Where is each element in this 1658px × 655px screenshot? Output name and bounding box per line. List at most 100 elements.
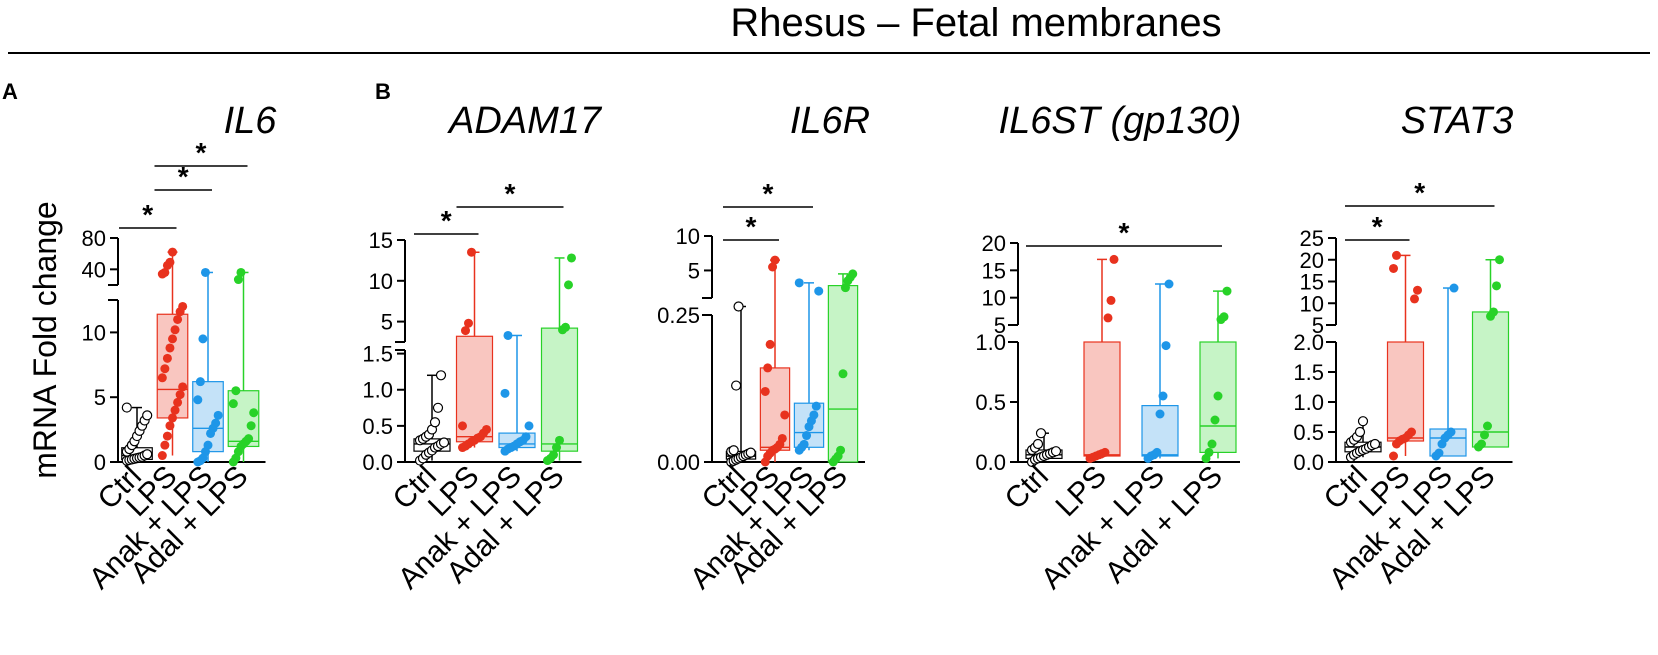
data-point — [1492, 281, 1501, 291]
data-point — [233, 275, 243, 285]
significance-star: * — [1372, 211, 1383, 242]
data-point — [840, 283, 850, 293]
data-point — [458, 421, 467, 431]
significance-star: * — [1414, 177, 1425, 208]
y-tick-label: 0.5 — [1293, 420, 1324, 445]
panel-title: ADAM17 — [447, 100, 603, 142]
data-point — [1103, 313, 1113, 323]
data-point — [765, 339, 775, 349]
y-tick-label: 10 — [982, 286, 1006, 311]
data-point — [1050, 446, 1062, 457]
data-point — [198, 334, 208, 344]
y-tick-label: 0.5 — [975, 390, 1006, 415]
panel-title: IL6 — [224, 100, 278, 142]
data-point — [731, 380, 742, 391]
y-tick-label: 0.5 — [362, 414, 393, 439]
data-point — [1035, 428, 1047, 439]
y-tick-label: 10 — [676, 224, 700, 249]
data-point — [1106, 295, 1116, 305]
data-point — [799, 439, 809, 449]
box — [1083, 341, 1121, 457]
y-tick-label: 1.5 — [1293, 360, 1324, 385]
data-point — [1152, 447, 1162, 457]
y-tick-label: 1.0 — [1293, 390, 1324, 415]
y-tick-label: 1.5 — [362, 342, 393, 367]
y-tick-label: 20 — [982, 231, 1006, 256]
significance-star: * — [196, 137, 207, 168]
data-point — [173, 314, 183, 324]
data-point — [802, 431, 812, 441]
data-point — [244, 434, 254, 444]
data-point — [195, 377, 205, 387]
data-point — [1407, 427, 1416, 437]
data-point — [160, 364, 170, 374]
box — [793, 402, 825, 448]
data-point — [178, 382, 188, 392]
data-point — [770, 255, 780, 265]
data-point — [160, 440, 170, 450]
data-point — [780, 410, 790, 420]
data-point — [561, 322, 570, 332]
data-point — [768, 262, 778, 272]
y-tick-label: 15 — [982, 258, 1006, 283]
data-point — [203, 440, 213, 450]
data-point — [213, 410, 223, 420]
data-point — [168, 247, 177, 257]
y-tick-label: 2.0 — [1293, 330, 1324, 355]
significance-star: * — [505, 178, 516, 209]
figure-title: Rhesus – Fetal membranes — [730, 1, 1221, 45]
data-point — [1161, 341, 1171, 351]
significance-star: * — [746, 211, 757, 242]
data-point — [175, 390, 185, 400]
y-tick-label: 0.25 — [657, 303, 700, 328]
data-point — [1480, 430, 1489, 440]
box — [540, 327, 579, 452]
y-tick-label: 15 — [1300, 270, 1324, 295]
data-point — [1155, 409, 1165, 419]
data-point — [157, 373, 167, 383]
y-tick-label: 15 — [369, 228, 393, 253]
data-point — [1109, 254, 1119, 264]
data-point — [1434, 448, 1444, 458]
data-point — [814, 286, 824, 296]
data-point — [1210, 415, 1220, 425]
data-point — [1495, 255, 1504, 265]
data-point — [464, 318, 473, 328]
data-point — [228, 399, 238, 409]
data-point — [763, 363, 773, 373]
data-point — [1158, 391, 1168, 401]
panel-title: IL6ST (gp130) — [999, 100, 1242, 142]
box — [1386, 341, 1425, 442]
data-point — [733, 301, 744, 312]
data-point — [552, 443, 561, 453]
data-point — [794, 278, 804, 288]
data-point — [165, 257, 175, 267]
y-tick-label: 5 — [94, 385, 106, 410]
y-tick-label: 5 — [1312, 313, 1324, 338]
y-tick-label: 0 — [94, 450, 106, 475]
y-tick-label: 5 — [994, 313, 1006, 338]
data-point — [1369, 438, 1381, 450]
panel-title: IL6R — [790, 100, 870, 142]
y-tick-label: 10 — [82, 320, 106, 345]
data-point — [162, 353, 172, 363]
panel-title: STAT3 — [1401, 100, 1514, 142]
y-tick-label: 1.0 — [362, 378, 393, 403]
data-point — [165, 421, 175, 431]
data-point — [121, 402, 132, 413]
data-point — [838, 369, 848, 379]
y-tick-label: 10 — [1300, 291, 1324, 316]
data-point — [555, 435, 564, 445]
data-point — [809, 410, 819, 420]
data-point — [728, 445, 739, 456]
y-tick-label: 0.00 — [657, 450, 700, 475]
data-point — [1477, 439, 1486, 449]
panel-stat3: STAT30.00.51.01.52.0510152025CtrlLPSAnak… — [1293, 100, 1513, 596]
significance-star: * — [441, 205, 452, 236]
data-point — [438, 437, 450, 448]
y-tick-label: 80 — [82, 226, 106, 251]
panel-label-b: B — [375, 79, 391, 104]
data-point — [482, 424, 491, 434]
